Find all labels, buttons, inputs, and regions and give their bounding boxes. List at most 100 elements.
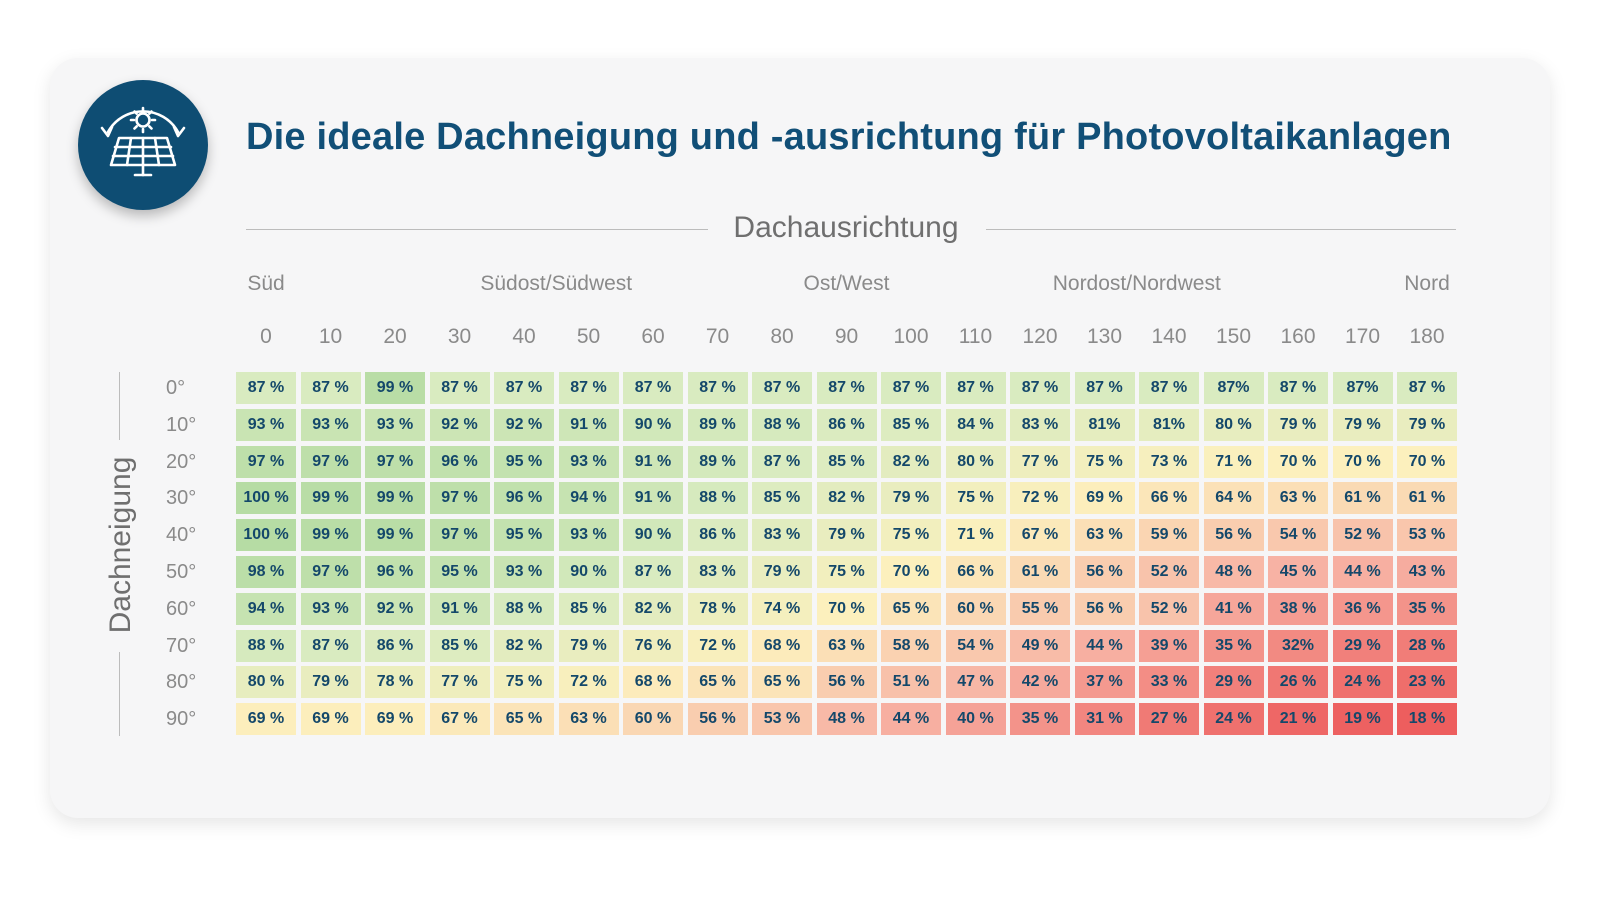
heatmap-cell: 68 % — [752, 629, 812, 662]
heatmap-cell: 87 % — [236, 372, 296, 404]
heatmap-cell: 69 % — [300, 703, 361, 736]
heatmap-cell: 65 % — [752, 666, 812, 699]
row-label: 0° — [166, 377, 186, 399]
heatmap-cell: 72 % — [558, 666, 619, 699]
heatmap-cell: 93 % — [300, 592, 361, 625]
row-label: 60° — [166, 597, 197, 620]
heatmap-cell: 60 % — [945, 592, 1006, 625]
heatmap-cell: 87 % — [881, 372, 941, 404]
heatmap-cell: 59 % — [1139, 519, 1199, 552]
heatmap-cell: 85 % — [816, 445, 877, 478]
row-label: 70° — [166, 634, 197, 657]
heatmap-cell: 89 % — [687, 445, 748, 478]
heatmap-cell: 91 % — [429, 592, 490, 625]
heatmap-cell: 87 % — [1010, 372, 1070, 404]
heatmap-cell: 90 % — [623, 408, 683, 441]
heatmap-cell: 90 % — [623, 519, 683, 552]
heatmap-cell: 31 % — [1074, 703, 1135, 736]
heatmap-cell: 48 % — [1203, 556, 1264, 588]
heatmap-cell: 81% — [1139, 408, 1199, 441]
heatmap-cell: 28 % — [1397, 629, 1457, 662]
heatmap-cell: 88 % — [236, 629, 296, 662]
column-label: 120 — [1022, 325, 1058, 348]
heatmap-cell: 63 % — [558, 703, 619, 736]
heatmap-cell: 80 % — [236, 666, 296, 699]
heatmap-cell: 93 % — [494, 556, 554, 588]
heatmap-cell: 21 % — [1268, 703, 1328, 736]
direction-label: Nord — [1404, 272, 1450, 295]
heatmap-cell: 35 % — [1397, 592, 1457, 625]
heatmap-cell: 56 % — [1203, 519, 1264, 552]
heatmap-cell: 41 % — [1203, 592, 1264, 625]
heatmap-cell: 61 % — [1332, 482, 1393, 515]
heatmap-cell: 100 % — [236, 482, 296, 515]
heatmap-cell: 91 % — [623, 482, 683, 515]
heatmap-cell: 64 % — [1203, 482, 1264, 515]
heatmap-cell: 83 % — [687, 556, 748, 588]
heatmap-cell: 39 % — [1139, 629, 1199, 662]
heatmap-cell: 52 % — [1332, 519, 1393, 552]
heatmap-cell: 91 % — [558, 408, 619, 441]
heatmap-cell: 29 % — [1332, 629, 1393, 662]
column-label: 70 — [705, 325, 730, 348]
heatmap-cell: 75 % — [494, 666, 554, 699]
column-label: 140 — [1151, 325, 1187, 348]
heatmap-cell: 85 % — [881, 408, 941, 441]
heatmap-cell: 87 % — [300, 372, 361, 404]
heatmap-cell: 75 % — [945, 482, 1006, 515]
heatmap-cell: 71 % — [1203, 445, 1264, 478]
heatmap-cell: 44 % — [1074, 629, 1135, 662]
heatmap-cell: 91 % — [623, 445, 683, 478]
heatmap-cell: 75 % — [1074, 445, 1135, 478]
row-label: 80° — [166, 671, 197, 694]
heatmap-cell: 87 % — [816, 372, 877, 404]
heatmap-cell: 35 % — [1203, 629, 1264, 662]
heatmap-cell: 65 % — [881, 592, 941, 625]
heatmap-cell: 42 % — [1010, 666, 1070, 699]
logo-badge — [78, 80, 208, 210]
heatmap-cell: 80 % — [1203, 408, 1264, 441]
heatmap-cell: 66 % — [1139, 482, 1199, 515]
heatmap-cell: 79 % — [1268, 408, 1328, 441]
left-axis-line-top — [119, 372, 120, 440]
heatmap-cell: 96 % — [494, 482, 554, 515]
heatmap-cell: 55 % — [1010, 592, 1070, 625]
heatmap-cell: 70 % — [1332, 445, 1393, 478]
heatmap-cell: 69 % — [365, 703, 425, 736]
heatmap-cell: 87 % — [623, 556, 683, 588]
heatmap-cell: 85 % — [429, 629, 490, 662]
column-label: 150 — [1215, 325, 1252, 348]
heatmap-cell: 63 % — [1074, 519, 1135, 552]
heatmap-cell: 73 % — [1139, 445, 1199, 478]
column-label: 110 — [958, 325, 993, 348]
heatmap-cell: 53 % — [1397, 519, 1457, 552]
heatmap-cell: 87 % — [429, 372, 490, 404]
row-label: 90° — [166, 708, 197, 731]
heatmap-cell: 79 % — [300, 666, 361, 699]
heatmap-cell: 47 % — [945, 666, 1006, 699]
column-label: 20 — [383, 325, 407, 348]
heatmap-cell: 69 % — [1074, 482, 1135, 515]
heatmap-cell: 36 % — [1332, 592, 1393, 625]
row-label: 40° — [166, 524, 197, 547]
heatmap-cell: 93 % — [558, 445, 619, 478]
top-axis-line-left — [246, 229, 708, 230]
heatmap-cell: 80 % — [945, 445, 1006, 478]
column-label: 80 — [770, 325, 794, 348]
heatmap-cell: 45 % — [1268, 556, 1328, 588]
heatmap-cell: 93 % — [236, 408, 296, 441]
heatmap-cell: 53 % — [752, 703, 812, 736]
heatmap-cell: 99 % — [365, 482, 425, 515]
heatmap-cell: 72 % — [1010, 482, 1070, 515]
heatmap-cell: 93 % — [558, 519, 619, 552]
heatmap-cell: 60 % — [623, 703, 683, 736]
heatmap-cell: 51 % — [881, 666, 941, 699]
heatmap-cell: 79 % — [816, 519, 877, 552]
heatmap-cell: 94 % — [236, 592, 296, 625]
heatmap-cell: 70 % — [816, 592, 877, 625]
heatmap-cell: 100 % — [236, 519, 296, 552]
heatmap-cell: 97 % — [300, 556, 361, 588]
row-label: 30° — [166, 487, 197, 510]
heatmap-cell: 92 % — [494, 408, 554, 441]
heatmap-cell: 76 % — [623, 629, 683, 662]
